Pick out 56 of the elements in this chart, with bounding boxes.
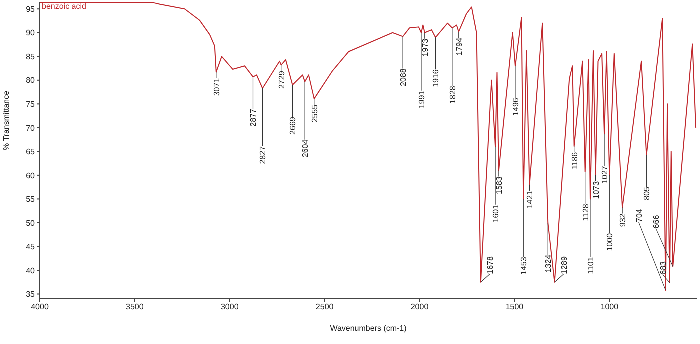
annotation: 704 xyxy=(634,208,644,222)
line-series xyxy=(40,2,697,291)
y-tick-label: 45 xyxy=(26,242,36,252)
annotation: 1601 xyxy=(492,204,501,223)
annotation: 2555 xyxy=(310,104,320,123)
annotation: 1289 xyxy=(560,256,569,274)
annotation: 1916 xyxy=(432,69,441,88)
x-tick-label: 3500 xyxy=(126,302,144,312)
annotation: 1128 xyxy=(581,204,590,222)
x-tick-label: 1500 xyxy=(506,302,524,312)
annotation: 1453 xyxy=(520,256,529,276)
x-tick-label: 2000 xyxy=(410,302,430,312)
annotation: 932 xyxy=(618,213,628,228)
annotation: 1027 xyxy=(600,166,610,184)
annotation: 1186 xyxy=(570,152,580,170)
y-axis-title: % Transmittance xyxy=(2,90,11,150)
annotation: 2729 xyxy=(277,70,286,89)
y-tick-label: 95 xyxy=(26,4,36,14)
annotation: 2669 xyxy=(288,116,298,135)
x-tick-label: 2500 xyxy=(316,302,334,312)
annotation: 2088 xyxy=(399,68,408,86)
y-tick-label: 90 xyxy=(26,28,36,38)
annotation: 2877 xyxy=(249,108,258,127)
y-tick-label: 75 xyxy=(26,100,36,110)
y-tick-label: 70 xyxy=(26,124,36,133)
y-tick-label: 35 xyxy=(26,290,36,300)
annotation: 1421 xyxy=(526,190,535,209)
y-tick-label: 80 xyxy=(26,76,36,86)
x-tick-label: 1000 xyxy=(600,302,620,312)
annotation: 805 xyxy=(642,186,652,200)
annotation: 1000 xyxy=(606,232,615,252)
series-label: benzoic acid xyxy=(42,2,86,11)
annotation: 1794 xyxy=(454,37,464,56)
annotation: 1991 xyxy=(417,90,426,109)
annotation: 1583 xyxy=(494,176,504,194)
x-tick-label: 4000 xyxy=(31,302,50,312)
annotation: 1101 xyxy=(586,256,596,274)
y-tick-label: 40 xyxy=(26,266,36,276)
annotation: 1496 xyxy=(511,98,520,116)
y-tick-label: 85 xyxy=(26,52,36,62)
annotation: 3071 xyxy=(212,78,222,96)
x-axis-title: Wavenumbers (cm-1) xyxy=(330,324,408,333)
y-tick-label: 60 xyxy=(26,171,36,180)
annotation: 1073 xyxy=(592,180,601,200)
annotation: 1828 xyxy=(448,86,458,104)
annotation: 1678 xyxy=(486,256,495,274)
annotation: 2827 xyxy=(258,146,268,164)
annotation: 666 xyxy=(652,214,662,229)
y-tick-label: 65 xyxy=(26,148,36,157)
x-tick-label: 3000 xyxy=(220,302,240,312)
annotation: 683 xyxy=(658,260,668,275)
annotation: 1324 xyxy=(544,254,554,273)
y-tick-label: 55 xyxy=(26,195,36,204)
y-tick-label: 50 xyxy=(26,218,36,228)
annotation: 2604 xyxy=(301,139,310,158)
annotation: 1973 xyxy=(420,38,430,57)
